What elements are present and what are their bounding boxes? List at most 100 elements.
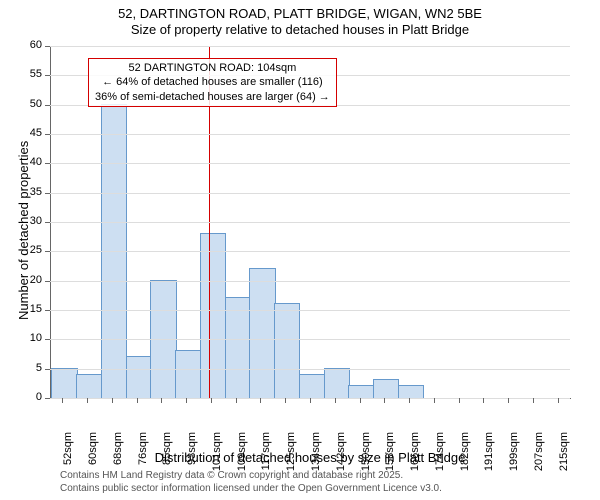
y-tick-label: 0	[18, 391, 42, 403]
x-tick-label: 207sqm	[533, 432, 545, 480]
x-tick	[335, 398, 336, 403]
histogram-bar	[373, 379, 399, 398]
annotation-line-2: ← 64% of detached houses are smaller (11…	[102, 76, 323, 88]
x-tick-label: 93sqm	[186, 432, 198, 480]
x-tick-label: 117sqm	[260, 432, 272, 480]
y-tick	[45, 75, 50, 76]
x-tick-label: 215sqm	[558, 432, 570, 480]
x-tick-label: 150sqm	[360, 432, 372, 480]
histogram-bar	[398, 385, 424, 398]
x-tick-label: 182sqm	[459, 432, 471, 480]
x-tick	[483, 398, 484, 403]
x-tick	[137, 398, 138, 403]
y-gridline	[50, 134, 570, 135]
x-tick-label: 52sqm	[62, 432, 74, 480]
x-tick	[62, 398, 63, 403]
histogram-bar	[51, 368, 77, 398]
title-line-2: Size of property relative to detached ho…	[131, 22, 469, 37]
y-tick-label: 45	[18, 127, 42, 139]
y-tick	[45, 46, 50, 47]
y-tick-label: 20	[18, 274, 42, 286]
y-gridline	[50, 339, 570, 340]
y-tick	[45, 222, 50, 223]
y-tick	[45, 398, 50, 399]
x-tick	[211, 398, 212, 403]
x-tick-label: 166sqm	[409, 432, 421, 480]
y-gridline	[50, 193, 570, 194]
x-tick-label: 85sqm	[161, 432, 173, 480]
histogram-bar	[249, 268, 275, 398]
x-tick	[384, 398, 385, 403]
y-tick-label: 40	[18, 156, 42, 168]
y-tick	[45, 339, 50, 340]
x-tick-label: 60sqm	[87, 432, 99, 480]
histogram-bar	[225, 297, 251, 398]
chart-container: 52, DARTINGTON ROAD, PLATT BRIDGE, WIGAN…	[0, 0, 600, 500]
y-gridline	[50, 251, 570, 252]
x-tick	[533, 398, 534, 403]
x-tick-label: 158sqm	[384, 432, 396, 480]
y-tick	[45, 281, 50, 282]
x-tick-label: 174sqm	[434, 432, 446, 480]
x-tick	[186, 398, 187, 403]
x-tick	[260, 398, 261, 403]
histogram-bar	[299, 374, 325, 398]
y-tick-label: 60	[18, 39, 42, 51]
x-tick	[285, 398, 286, 403]
x-tick-label: 142sqm	[335, 432, 347, 480]
footer-line-2: Contains public sector information licen…	[60, 483, 442, 494]
y-tick	[45, 134, 50, 135]
x-tick-label: 199sqm	[508, 432, 520, 480]
y-gridline	[50, 222, 570, 223]
x-tick	[112, 398, 113, 403]
y-tick-label: 5	[18, 362, 42, 374]
y-gridline	[50, 310, 570, 311]
y-gridline	[50, 46, 570, 47]
histogram-bar	[348, 385, 374, 398]
y-tick	[45, 193, 50, 194]
y-gridline	[50, 281, 570, 282]
x-tick	[409, 398, 410, 403]
histogram-bar	[175, 350, 201, 398]
x-tick	[360, 398, 361, 403]
chart-title: 52, DARTINGTON ROAD, PLATT BRIDGE, WIGAN…	[0, 6, 600, 39]
histogram-bar	[274, 303, 300, 398]
x-tick-label: 76sqm	[137, 432, 149, 480]
x-tick	[459, 398, 460, 403]
histogram-bar	[324, 368, 350, 398]
x-tick-label: 191sqm	[483, 432, 495, 480]
y-tick-label: 30	[18, 215, 42, 227]
y-gridline	[50, 163, 570, 164]
x-tick	[508, 398, 509, 403]
x-tick-label: 125sqm	[285, 432, 297, 480]
histogram-bar	[200, 233, 226, 398]
x-tick-label: 109sqm	[236, 432, 248, 480]
y-tick-label: 50	[18, 98, 42, 110]
annotation-box: 52 DARTINGTON ROAD: 104sqm ← 64% of detac…	[88, 58, 337, 107]
y-gridline	[50, 369, 570, 370]
title-line-1: 52, DARTINGTON ROAD, PLATT BRIDGE, WIGAN…	[118, 6, 482, 21]
x-tick	[310, 398, 311, 403]
y-tick	[45, 251, 50, 252]
x-tick	[236, 398, 237, 403]
x-tick	[558, 398, 559, 403]
x-tick-label: 68sqm	[112, 432, 124, 480]
y-tick	[45, 310, 50, 311]
x-tick	[87, 398, 88, 403]
y-tick-label: 25	[18, 244, 42, 256]
histogram-bar	[76, 374, 102, 398]
annotation-line-3: 36% of semi-detached houses are larger (…	[95, 91, 330, 103]
x-tick-label: 101sqm	[211, 432, 223, 480]
x-tick	[161, 398, 162, 403]
y-tick	[45, 163, 50, 164]
histogram-bar	[126, 356, 152, 398]
y-tick-label: 35	[18, 186, 42, 198]
y-tick-label: 10	[18, 332, 42, 344]
x-tick-label: 134sqm	[310, 432, 322, 480]
y-tick	[45, 105, 50, 106]
y-tick-label: 55	[18, 68, 42, 80]
y-tick-label: 15	[18, 303, 42, 315]
y-tick	[45, 369, 50, 370]
annotation-line-1: 52 DARTINGTON ROAD: 104sqm	[129, 62, 297, 74]
x-tick	[434, 398, 435, 403]
